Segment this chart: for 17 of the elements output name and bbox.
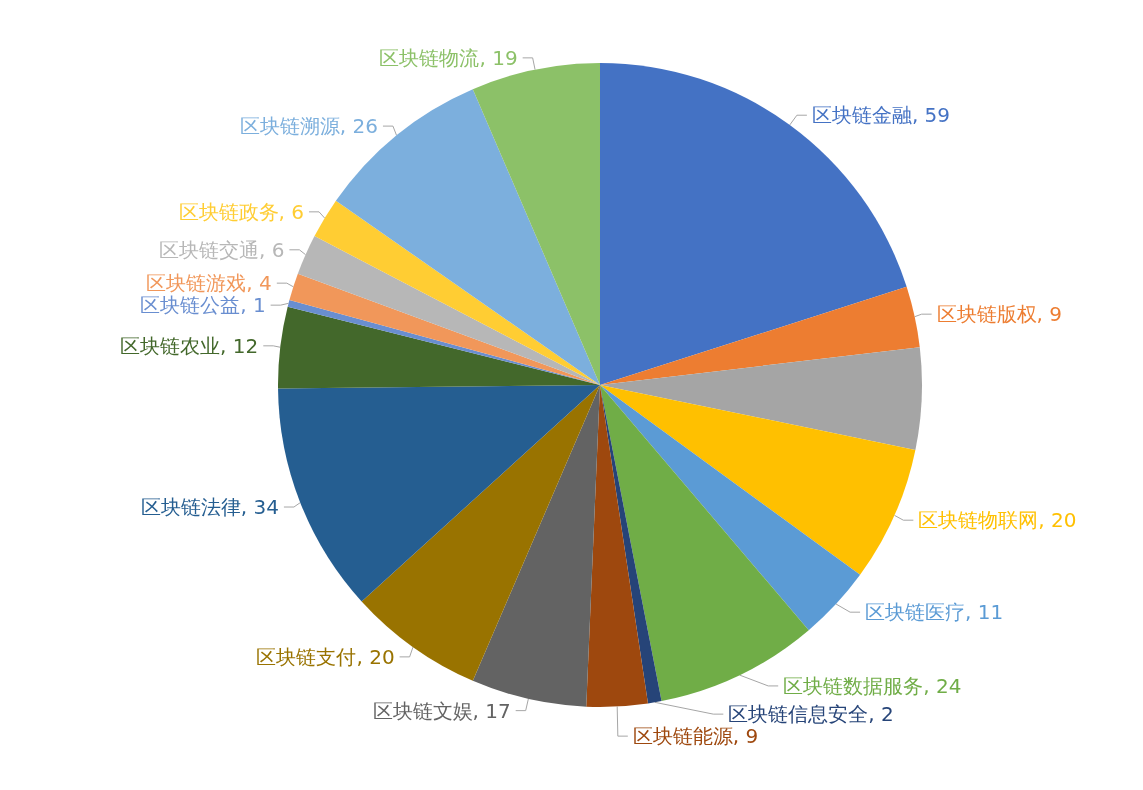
slice-label: 区块链交通, 6: [158, 237, 285, 262]
slice-label: 区块链农业, 12: [120, 333, 259, 358]
slice-label: 区块链支付, 20: [256, 644, 395, 669]
slice-label: 区块链溯源, 26: [239, 114, 378, 139]
slice-label: 区块链法律, 34: [140, 495, 279, 520]
slice-label: 区块链游戏, 4: [146, 271, 272, 296]
slice-label: 区块链数据服务, 24: [783, 673, 962, 698]
slice-label: 区块链文娱, 17: [372, 698, 511, 723]
slice-label: 区块链版权, 9: [936, 302, 1063, 327]
slice-label: 区块链物流, 19: [379, 45, 518, 70]
slice-label: 区块链能源, 9: [632, 724, 759, 749]
slice-label: 区块链金融, 59: [811, 103, 951, 128]
slice-label: 区块链物联网, 20: [918, 508, 1077, 533]
slice-label: 区块链信息安全, 2: [728, 702, 894, 727]
slice-label: 区块链政务, 6: [178, 199, 305, 224]
slice-label: 区块链医疗, 11: [865, 600, 1004, 625]
slice-label: 区块链公益, 1: [140, 293, 266, 318]
